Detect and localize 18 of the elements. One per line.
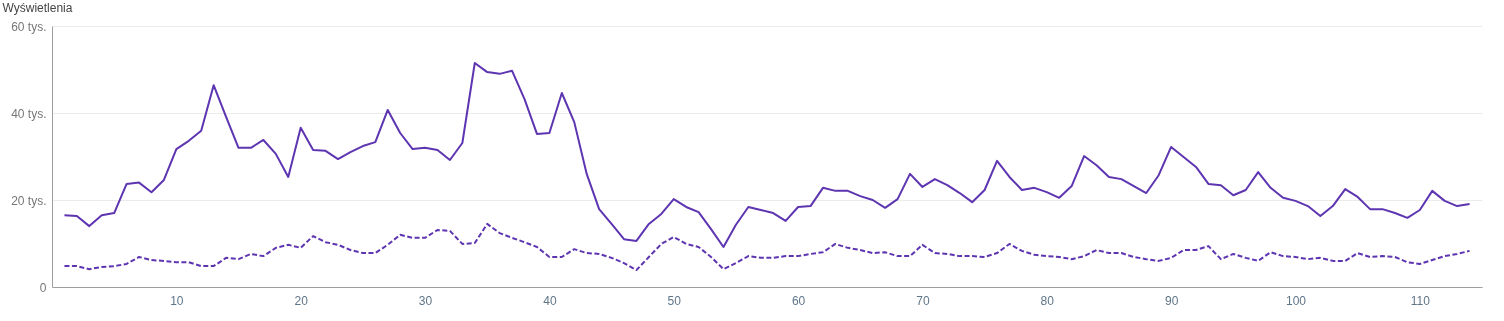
x-tick-label: 40 <box>543 293 557 308</box>
x-tick-label: 70 <box>916 293 930 308</box>
y-tick-label: 0 <box>39 280 47 295</box>
x-tick-label: 100 <box>1285 293 1307 308</box>
y-tick-label: 20 tys. <box>11 193 47 208</box>
y-axis-title: Wyświetlenia <box>2 0 73 15</box>
x-tick-label: 10 <box>170 293 184 308</box>
x-tick-label: 30 <box>418 293 433 308</box>
x-tick-label: 20 <box>294 293 309 308</box>
x-tick-label: 80 <box>1040 293 1055 308</box>
x-tick-label: 90 <box>1164 293 1179 308</box>
y-tick-label: 40 tys. <box>11 106 47 121</box>
line-series <box>63 61 1471 248</box>
x-tick-label: 60 <box>791 293 806 308</box>
y-tick-label: 60 tys. <box>11 19 47 34</box>
line-series <box>63 222 1471 272</box>
x-tick-label: 50 <box>667 293 682 308</box>
x-tick-label: 110 <box>1410 293 1431 308</box>
